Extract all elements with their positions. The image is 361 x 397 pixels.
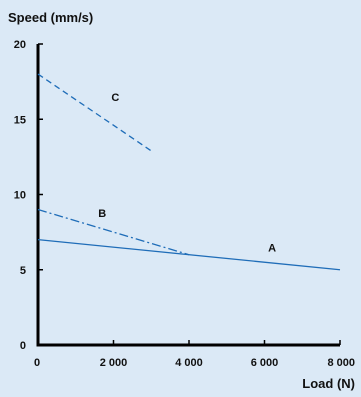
y-axis-title: Speed (mm/s): [8, 10, 93, 25]
x-tick-label: 8 000: [327, 357, 355, 369]
x-tick-label: 0: [34, 357, 40, 369]
y-tick-label: 10: [14, 190, 26, 202]
x-axis-title: Load (N): [302, 376, 355, 391]
series-label-c: C: [111, 92, 119, 104]
x-tick-label: 6 000: [251, 357, 279, 369]
y-tick-label: 0: [20, 340, 26, 352]
x-tick-label: 4 000: [175, 357, 203, 369]
series-line-b: [37, 208, 190, 256]
x-tick-label: 2 000: [100, 357, 128, 369]
tick-group: 0 5 10 15 20 0 2 000 4 000 6 000 8 000: [14, 39, 355, 369]
series-label-a: A: [268, 243, 276, 255]
y-tick-label: 15: [14, 114, 26, 126]
y-tick-label: 5: [20, 265, 26, 277]
y-tick-label: 20: [14, 39, 26, 51]
series-group: A B C: [37, 73, 341, 271]
series-line-c: [37, 73, 152, 152]
series-label-b: B: [98, 208, 106, 220]
